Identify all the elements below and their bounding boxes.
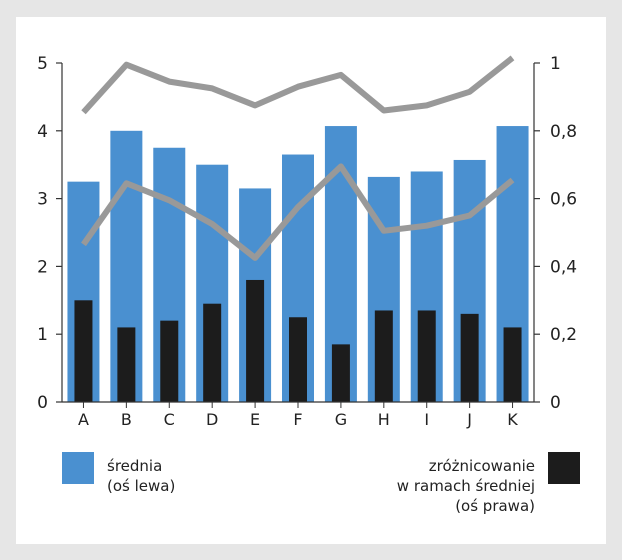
- legend-line: w ramach średniej: [396, 477, 535, 495]
- bar-zroznicowanie-F: [289, 317, 307, 402]
- left-tick-label: 0: [37, 393, 48, 413]
- line-series-2: [81, 55, 515, 115]
- x-tick-label: G: [335, 410, 347, 429]
- chart-svg: 0 1 2 3 4 5 0 0,2 0,4 0,6 0,8 1 A B C D E F G H I J K: [37, 54, 577, 429]
- x-tick-label: J: [466, 410, 472, 429]
- bar-zroznicowanie-G: [331, 344, 350, 402]
- right-tick-label: 0,2: [550, 325, 577, 345]
- legend-item-zroznicowanie: zróżnicowanie w ramach średniej (oś praw…: [397, 452, 580, 516]
- x-tick-label: D: [206, 410, 218, 429]
- left-tick-label: 2: [37, 257, 48, 277]
- legend-swatch-zroznicowanie: [548, 452, 580, 484]
- legend-label-zroznicowanie: zróżnicowanie w ramach średniej (oś praw…: [397, 456, 535, 516]
- left-tick-label: 5: [37, 54, 48, 74]
- legend-line: średnia: [107, 457, 163, 475]
- axes: [56, 62, 540, 408]
- left-tick-label: 3: [37, 190, 48, 210]
- legend-item-srednia: średnia (oś lewa): [62, 452, 175, 496]
- x-tick-label: H: [378, 410, 390, 429]
- bar-zroznicowanie-K: [503, 327, 522, 402]
- x-tick-label: A: [78, 410, 89, 429]
- x-tick-label: C: [164, 410, 175, 429]
- right-tick-label: 0,6: [550, 190, 577, 210]
- left-tick-label: 1: [37, 325, 48, 345]
- legend-line: zróżnicowanie: [428, 457, 535, 475]
- bar-zroznicowanie-D: [203, 303, 222, 402]
- bar-zroznicowanie-E: [246, 279, 265, 402]
- chart-panel: 0 1 2 3 4 5 0 0,2 0,4 0,6 0,8 1 A B C D E F G H I J K średnia …: [16, 17, 606, 544]
- bar-zroznicowanie-I: [417, 310, 436, 402]
- x-tick-label: E: [250, 410, 260, 429]
- legend-line: (oś prawa): [455, 497, 535, 515]
- bar-zroznicowanie-H: [374, 310, 393, 402]
- tick-labels: 0 1 2 3 4 5 0 0,2 0,4 0,6 0,8 1 A B C D E F G H I J K: [37, 54, 577, 429]
- bar-zroznicowanie-B: [117, 327, 136, 402]
- bar-zroznicowanie-J: [460, 313, 479, 402]
- black-bar-series: [74, 279, 522, 402]
- bar-zroznicowanie-C: [160, 320, 179, 402]
- right-tick-label: 0,8: [550, 122, 577, 142]
- bar-zroznicowanie-A: [74, 300, 93, 402]
- line-series-3: [81, 163, 515, 261]
- right-tick-label: 1: [550, 54, 561, 74]
- right-tick-label: 0: [550, 393, 561, 413]
- left-tick-label: 4: [37, 122, 48, 142]
- legend-swatch-srednia: [62, 452, 94, 484]
- legend-line: (oś lewa): [107, 477, 176, 495]
- x-tick-label: K: [507, 410, 518, 429]
- line-series: [81, 55, 515, 261]
- right-tick-label: 0,4: [550, 257, 577, 277]
- x-tick-label: I: [424, 410, 429, 429]
- x-tick-label: B: [121, 410, 132, 429]
- legend-label-srednia: średnia (oś lewa): [107, 456, 175, 496]
- x-tick-label: F: [293, 410, 302, 429]
